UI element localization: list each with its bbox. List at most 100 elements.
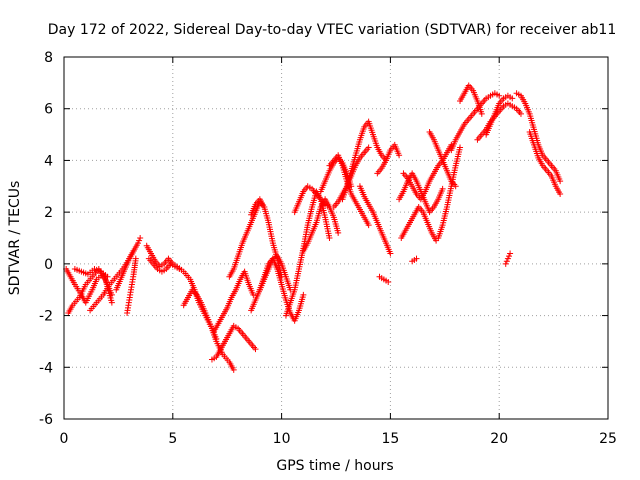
data-point-trail — [366, 203, 375, 214]
data-point-trail — [505, 253, 512, 260]
data-point — [137, 235, 144, 241]
series-arc-24 — [376, 273, 392, 285]
data-point-trail — [331, 216, 341, 234]
data-point-trail — [440, 159, 450, 172]
data-point-trail — [475, 133, 484, 142]
data-point-trail — [536, 156, 545, 167]
data-point-trail — [349, 164, 358, 177]
data-point-trail — [405, 177, 415, 188]
grid-lines — [64, 57, 608, 419]
data-point — [439, 185, 446, 192]
data-point-trail — [431, 138, 441, 152]
data-point-trail — [383, 242, 393, 255]
x-tick-label: 10 — [273, 431, 291, 447]
data-point-trail — [118, 268, 128, 281]
data-point-trail — [366, 120, 376, 136]
data-point-trail — [453, 130, 462, 141]
data-point-trail — [114, 278, 123, 291]
data-point-trail — [462, 84, 471, 95]
data-point-trail — [283, 275, 293, 291]
series-arc-23 — [374, 141, 403, 177]
data-point-trail — [340, 185, 350, 201]
data-point-trail — [336, 192, 345, 203]
data-point-trail — [503, 258, 510, 265]
data-point-trail — [375, 146, 384, 157]
data-point-trail — [549, 175, 558, 188]
data-point-trail — [84, 275, 94, 286]
data-point — [252, 346, 259, 353]
series-arc-27 — [400, 141, 455, 203]
data-point-trail — [353, 138, 363, 157]
data-point-trail — [383, 149, 393, 162]
data-point-trail — [444, 185, 454, 208]
data-point-trail — [408, 213, 417, 224]
data-point-trail — [147, 257, 155, 266]
data-point-trail — [401, 172, 410, 180]
data-point-trail — [410, 172, 419, 183]
data-point-trail — [229, 288, 238, 299]
data-point-trail — [541, 164, 549, 173]
y-tick-label: 4 — [44, 153, 53, 169]
data-point-trail — [314, 192, 323, 201]
series-arc-16 — [282, 188, 333, 319]
series-arc-37 — [502, 250, 514, 267]
data-point-trail — [423, 180, 432, 193]
data-point — [496, 92, 503, 99]
data-point — [104, 273, 111, 280]
data-point-trail — [270, 257, 280, 270]
data-point-trail — [417, 205, 425, 214]
data-point-trail — [212, 322, 221, 333]
data-point-trail — [149, 252, 158, 263]
data-point-trail — [90, 267, 101, 278]
data-point-trail — [114, 267, 125, 278]
data-point — [387, 250, 394, 257]
data-point-trail — [253, 288, 262, 301]
data-point-trail — [410, 185, 419, 196]
data-point — [108, 299, 115, 306]
data-point-trail — [240, 332, 249, 341]
data-point-trail — [445, 143, 454, 154]
data-point-trail — [358, 151, 366, 160]
data-point-trail — [353, 156, 362, 167]
data-point-trail — [362, 195, 371, 206]
data-point-trail — [348, 154, 358, 172]
data-point-trail — [399, 229, 408, 240]
series-arc-32 — [457, 82, 485, 117]
data-point — [413, 255, 420, 262]
data-point-trail — [497, 104, 506, 113]
data-point-trail — [223, 332, 232, 343]
data-point-trail — [71, 296, 81, 307]
data-point-trail — [238, 270, 247, 281]
data-point-trail — [162, 257, 170, 266]
data-point — [300, 291, 307, 298]
data-point-trail — [190, 288, 199, 297]
data-point-trail — [126, 286, 135, 301]
data-point-trail — [249, 299, 258, 312]
series-arc-10 — [208, 322, 259, 363]
series-arc-3 — [71, 266, 111, 280]
data-point-trail — [68, 275, 77, 286]
data-point-trail — [194, 293, 203, 304]
data-point-trail — [322, 216, 332, 239]
data-point-trail — [493, 110, 501, 118]
data-point-trail — [225, 296, 234, 309]
plot-frame — [63, 56, 609, 420]
data-point-trail — [274, 268, 284, 286]
data-point-trail — [403, 221, 412, 232]
data-point-trail — [292, 309, 302, 322]
data-point-trail — [181, 296, 190, 307]
data-point-trail — [327, 159, 336, 167]
data-point-trail — [275, 255, 284, 265]
data-point-trail — [353, 200, 362, 211]
series-arc-35 — [513, 90, 564, 185]
data-point-trail — [79, 293, 88, 304]
data-point — [509, 95, 516, 102]
data-point-trail — [128, 273, 137, 288]
data-point-trail — [88, 301, 99, 312]
data-point-trail — [253, 197, 262, 206]
data-point — [230, 366, 237, 373]
data-point-trail — [436, 187, 445, 201]
data-point-trail — [235, 242, 245, 257]
data-point-trail — [349, 192, 358, 203]
